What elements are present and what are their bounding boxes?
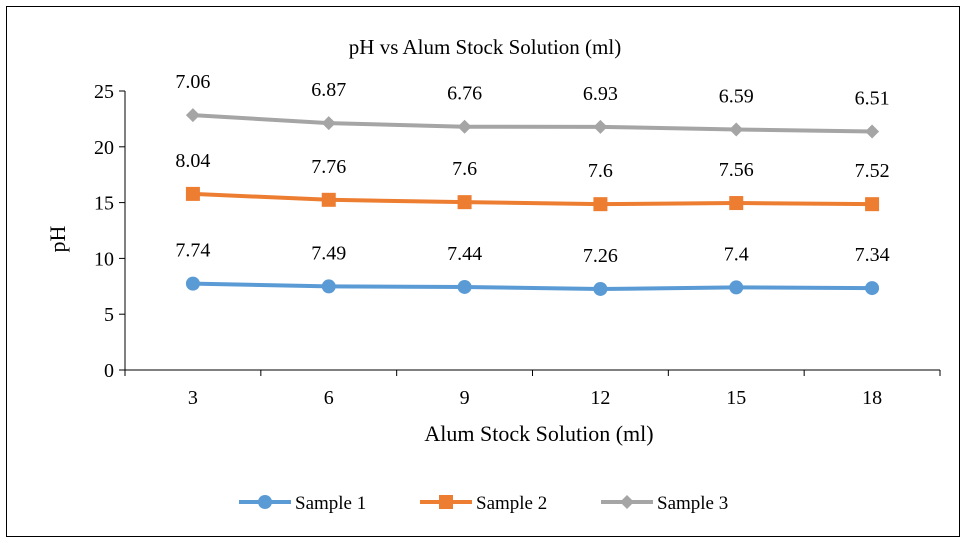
y-tick-label: 15 <box>94 193 114 215</box>
series-3 <box>185 108 880 139</box>
data-label: 7.49 <box>311 242 346 264</box>
data-point <box>593 281 608 296</box>
data-point <box>865 281 880 296</box>
data-point <box>321 192 336 207</box>
x-tick-label: 12 <box>590 387 610 409</box>
data-label: 8.04 <box>175 150 210 172</box>
data-label: 7.4 <box>724 243 749 265</box>
legend-marker <box>620 495 634 509</box>
data-point <box>593 197 608 212</box>
data-point <box>185 276 200 291</box>
series-2 <box>185 186 880 212</box>
data-label: 7.76 <box>311 156 346 178</box>
x-tick-label: 15 <box>726 387 746 409</box>
y-axis: 0 5 10 15 20 25 <box>94 81 126 382</box>
data-point <box>593 119 608 134</box>
x-tick-label: 3 <box>188 387 198 409</box>
series-layer <box>185 108 880 296</box>
y-tick-label: 10 <box>94 248 114 270</box>
data-point <box>865 124 880 139</box>
data-labels: 7.74 7.49 7.44 7.26 7.4 7.34 8.04 7.76 7.6 7.6 7.5… <box>175 71 889 267</box>
data-label: 7.06 <box>175 71 210 93</box>
legend-label: Sample 3 <box>657 493 728 514</box>
x-tick-label: 18 <box>862 387 882 409</box>
legend: Sample 1 Sample 2 Sample 3 <box>239 493 728 514</box>
data-label: 7.74 <box>175 240 210 262</box>
data-label: 6.76 <box>447 83 482 105</box>
data-label: 6.87 <box>311 79 346 101</box>
data-label: 6.93 <box>583 83 618 105</box>
data-point <box>865 197 880 212</box>
data-label: 6.51 <box>855 88 890 110</box>
y-tick-label: 20 <box>94 137 114 159</box>
legend-marker <box>258 495 272 509</box>
x-axis: 3 6 9 12 15 18 <box>124 369 941 409</box>
data-point <box>729 280 744 295</box>
y-tick-label: 5 <box>104 304 114 326</box>
line-chart: pH vs Alum Stock Solution (ml) 0 5 10 15 20 2… <box>45 35 941 514</box>
legend-item: Sample 2 <box>420 493 547 514</box>
series-line <box>192 113 873 134</box>
y-tick-label: 0 <box>104 360 114 382</box>
data-label: 7.34 <box>855 244 890 266</box>
series-line <box>192 281 873 291</box>
data-point <box>457 195 472 210</box>
legend-marker <box>439 495 453 509</box>
x-tick-label: 6 <box>324 387 334 409</box>
data-label: 7.56 <box>719 159 754 181</box>
data-label: 7.6 <box>588 160 613 182</box>
x-tick-label: 9 <box>460 387 470 409</box>
data-label: 7.26 <box>583 245 618 267</box>
data-point <box>729 196 744 211</box>
legend-label: Sample 1 <box>295 493 366 514</box>
y-axis-title: pH <box>45 225 70 252</box>
data-point <box>457 279 472 294</box>
legend-item: Sample 3 <box>601 493 728 514</box>
data-label: 7.52 <box>855 160 890 182</box>
data-point <box>457 119 472 134</box>
data-point <box>185 108 200 123</box>
series-1 <box>185 276 880 296</box>
data-label: 7.44 <box>447 243 482 265</box>
data-point <box>185 186 200 201</box>
data-point <box>729 122 744 137</box>
legend-item: Sample 1 <box>239 493 366 514</box>
x-axis-title: Alum Stock Solution (ml) <box>424 421 653 446</box>
chart-frame: pH vs Alum Stock Solution (ml) 0 5 10 15 20 2… <box>6 6 960 537</box>
data-point <box>321 116 336 131</box>
data-label: 7.6 <box>452 158 477 180</box>
legend-label: Sample 2 <box>476 493 547 514</box>
chart-title: pH vs Alum Stock Solution (ml) <box>349 35 621 59</box>
data-label: 6.59 <box>719 86 754 108</box>
data-point <box>321 279 336 294</box>
y-tick-label: 25 <box>94 81 114 103</box>
series-line <box>192 191 873 207</box>
